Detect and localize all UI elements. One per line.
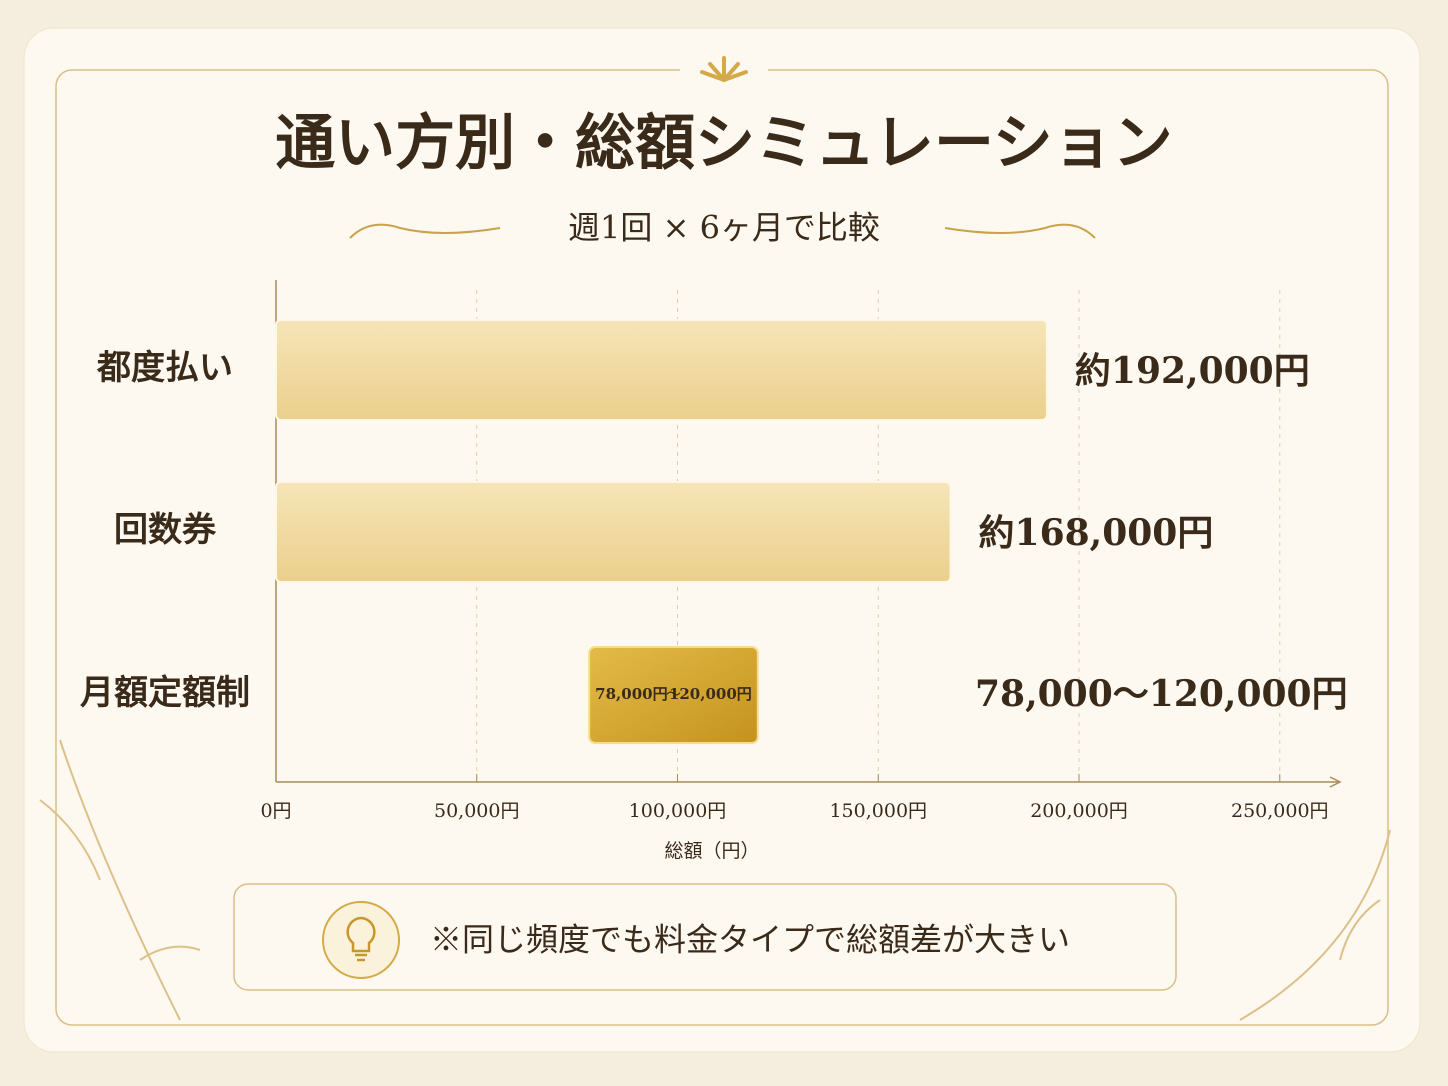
leaf-decoration — [39, 739, 201, 1021]
category-label: 都度払い — [96, 348, 233, 388]
chart-title: 通い方別・総額シミュレーション — [275, 109, 1173, 179]
subtitle-flourish — [349, 223, 1096, 239]
bar — [275, 481, 952, 583]
x-tick-label: 150,000円 — [829, 800, 927, 822]
note-box — [233, 883, 1177, 991]
value-label: 約192,000円 — [1075, 350, 1310, 392]
leaf-decoration — [1239, 829, 1391, 1021]
chart-subtitle: 週1回 × 6ヶ月で比較 — [568, 209, 880, 247]
x-tick-label: 0円 — [260, 800, 291, 822]
ornament — [700, 56, 748, 82]
category-label: 月額定額制 — [80, 673, 250, 713]
range-bar-label: 78,000円 — [595, 685, 667, 703]
x-tick-label: 200,000円 — [1030, 800, 1128, 822]
category-label: 回数券 — [114, 510, 217, 550]
bar — [275, 319, 1048, 421]
value-label: 78,000～120,000円 — [975, 673, 1348, 715]
x-axis-title: 総額（円） — [664, 840, 759, 862]
range-bar-label: ～ — [666, 685, 681, 703]
range-bar — [588, 646, 759, 744]
range-bar-label: 120,000円 — [669, 685, 752, 703]
axis-arrow — [1329, 776, 1342, 788]
value-label: 約168,000円 — [979, 512, 1214, 554]
note: ※同じ頻度でも料金タイプで総額差が大きい — [430, 921, 1070, 959]
bulb-icon — [322, 901, 400, 979]
x-tick-label: 250,000円 — [1231, 800, 1329, 822]
x-tick-label: 50,000円 — [434, 800, 519, 822]
x-tick-label: 100,000円 — [629, 800, 727, 822]
bulb-glyph — [346, 916, 376, 962]
